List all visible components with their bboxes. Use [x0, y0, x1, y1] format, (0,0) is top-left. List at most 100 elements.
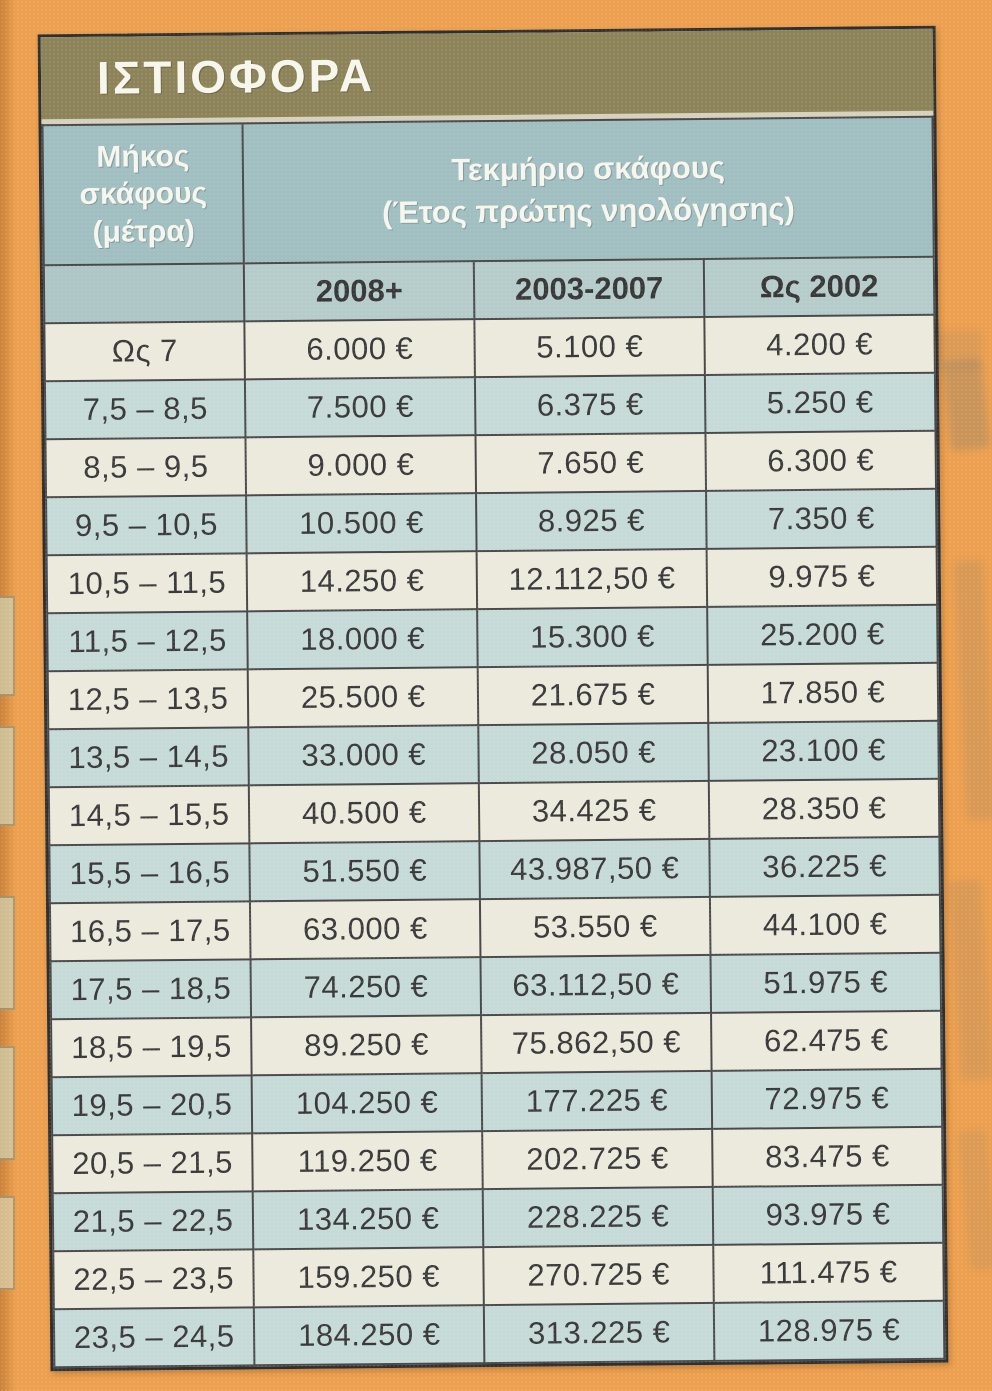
row-value: 270.725 € [483, 1244, 714, 1306]
row-value: 23.100 € [708, 720, 939, 781]
rates-table: Μήκος σκάφους (μέτρα) Τεκμήριο σκάφους (… [41, 116, 945, 1369]
row-value: 12.112,50 € [476, 548, 708, 610]
row-length: 22,5 – 23,5 [53, 1249, 255, 1310]
table-row: 16,5 – 17,5 63.000 € 53.550 € 44.100 € [49, 894, 941, 962]
row-value: 53.550 € [480, 896, 711, 958]
table-row: 15,5 – 16,5 51.550 € 43.987,50 € 36.225 … [49, 836, 940, 904]
table-title: ΙΣΤΙΟΦΟΡΑ [96, 49, 376, 104]
table-row: 13,5 – 14,5 33.000 € 28.050 € 23.100 € [48, 720, 939, 788]
table-row: 8,5 – 9,5 9.000 € 7.650 € 6.300 € [45, 430, 937, 498]
row-length: 13,5 – 14,5 [48, 727, 250, 788]
table-row: 7,5 – 8,5 7.500 € 6.375 € 5.250 € [44, 372, 936, 440]
row-value: 228.225 € [482, 1186, 714, 1248]
row-value: 25.200 € [707, 604, 938, 665]
table-row: 21,5 – 22,5 134.250 € 228.225 € 93.975 € [52, 1184, 944, 1252]
adjacent-column-fragment [0, 1046, 15, 1160]
row-value: 40.500 € [249, 783, 480, 844]
row-value: 104.250 € [251, 1073, 483, 1134]
row-value: 134.250 € [252, 1189, 484, 1250]
row-value: 17.850 € [707, 662, 939, 723]
year-col-header-2003-2007: 2003-2007 [473, 258, 705, 320]
row-value: 21.675 € [477, 664, 709, 726]
length-column-header: Μήκος σκάφους (μέτρα) [42, 123, 245, 266]
year-col-header-to-2002: Ως 2002 [703, 256, 935, 317]
row-value: 63.000 € [250, 899, 481, 960]
row-value: 25.500 € [247, 667, 479, 728]
table-row: 11,5 – 12,5 18.000 € 15.300 € 25.200 € [47, 604, 938, 672]
row-value: 18.000 € [247, 609, 478, 670]
rate-table-body: Ως 7 6.000 € 5.100 € 4.200 € 7,5 – 8,5 7… [44, 314, 945, 1368]
row-value: 7.500 € [245, 377, 476, 438]
value-header-line1: Τεκμήριο σκάφους [451, 149, 726, 188]
year-header-empty-cell [43, 263, 245, 324]
row-value: 9.975 € [706, 546, 938, 607]
row-value: 51.975 € [710, 952, 942, 1013]
row-value: 202.725 € [482, 1128, 713, 1190]
adjacent-column-fragment [0, 896, 15, 1010]
row-value: 4.200 € [704, 314, 935, 375]
table-row: 22,5 – 23,5 159.250 € 270.725 € 111.475 … [53, 1242, 944, 1310]
table-row: 19,5 – 20,5 104.250 € 177.225 € 72.975 € [51, 1068, 943, 1136]
adjacent-column-fragment [0, 596, 15, 696]
row-value: 119.250 € [252, 1131, 483, 1192]
row-value: 28.050 € [478, 722, 709, 784]
row-length: 11,5 – 12,5 [47, 611, 248, 672]
row-length: 19,5 – 20,5 [51, 1075, 253, 1136]
table-row: 18,5 – 19,5 89.250 € 75.862,50 € 62.475 … [51, 1010, 942, 1078]
row-length: 10,5 – 11,5 [46, 553, 248, 614]
table-title-bar: ΙΣΤΙΟΦΟΡΑ [40, 28, 934, 125]
table-row: Ως 7 6.000 € 5.100 € 4.200 € [44, 314, 935, 382]
row-length: 23,5 – 24,5 [53, 1307, 255, 1368]
row-value: 5.250 € [704, 372, 936, 433]
row-value: 34.425 € [478, 780, 710, 842]
year-col-header-2008plus: 2008+ [244, 261, 475, 322]
adjacent-column-fragment [0, 726, 15, 826]
row-length: 18,5 – 19,5 [51, 1017, 252, 1078]
row-length: 8,5 – 9,5 [45, 437, 247, 498]
table-row: 23,5 – 24,5 184.250 € 313.225 € 128.975 … [53, 1300, 945, 1368]
row-value: 15.300 € [477, 606, 708, 668]
row-value: 28.350 € [708, 778, 940, 839]
row-value: 159.250 € [253, 1247, 484, 1308]
row-length: 21,5 – 22,5 [52, 1191, 254, 1252]
row-value: 177.225 € [481, 1070, 713, 1132]
ink-bleed-ghost [953, 559, 992, 821]
row-value: 83.475 € [712, 1126, 943, 1187]
table-row: 12,5 – 13,5 25.500 € 21.675 € 17.850 € [47, 662, 939, 730]
value-header-line2: (Έτος πρώτης νηολόγησης) [381, 191, 796, 231]
row-value: 62.475 € [711, 1010, 942, 1071]
row-value: 128.975 € [713, 1300, 945, 1361]
row-value: 43.987,50 € [479, 838, 710, 900]
row-length: 12,5 – 13,5 [47, 669, 249, 730]
table-row: 20,5 – 21,5 119.250 € 202.725 € 83.475 € [52, 1126, 943, 1194]
table-row: 9,5 – 10,5 10.500 € 8.925 € 7.350 € [46, 488, 937, 556]
row-value: 5.100 € [474, 316, 705, 378]
row-value: 313.225 € [483, 1302, 715, 1364]
row-value: 111.475 € [713, 1242, 944, 1303]
main-header-row: Μήκος σκάφους (μέτρα) Τεκμήριο σκάφους (… [42, 116, 934, 266]
row-value: 51.550 € [249, 841, 481, 902]
row-value: 72.975 € [711, 1068, 943, 1129]
row-length: Ως 7 [44, 321, 246, 382]
row-length: 20,5 – 21,5 [52, 1133, 253, 1194]
row-length: 16,5 – 17,5 [49, 901, 251, 962]
row-value: 63.112,50 € [480, 954, 712, 1016]
year-header-row: 2008+ 2003-2007 Ως 2002 [43, 256, 935, 324]
row-value: 33.000 € [248, 725, 479, 786]
row-value: 74.250 € [250, 957, 482, 1018]
table-row: 14,5 – 15,5 40.500 € 34.425 € 28.350 € [48, 778, 940, 846]
row-length: 15,5 – 16,5 [49, 843, 251, 904]
row-value: 44.100 € [709, 894, 941, 955]
value-column-header: Τεκμήριο σκάφους (Έτος πρώτης νηολόγησης… [242, 116, 934, 264]
ink-bleed-ghost [947, 879, 992, 1081]
row-value: 8.925 € [476, 490, 707, 552]
row-length: 17,5 – 18,5 [50, 959, 252, 1020]
row-value: 6.300 € [705, 430, 937, 491]
row-value: 36.225 € [709, 836, 940, 897]
row-value: 89.250 € [251, 1015, 482, 1076]
row-value: 14.250 € [246, 551, 478, 612]
table-row: 17,5 – 18,5 74.250 € 63.112,50 € 51.975 … [50, 952, 942, 1020]
row-value: 6.375 € [475, 374, 706, 436]
row-value: 93.975 € [712, 1184, 944, 1245]
